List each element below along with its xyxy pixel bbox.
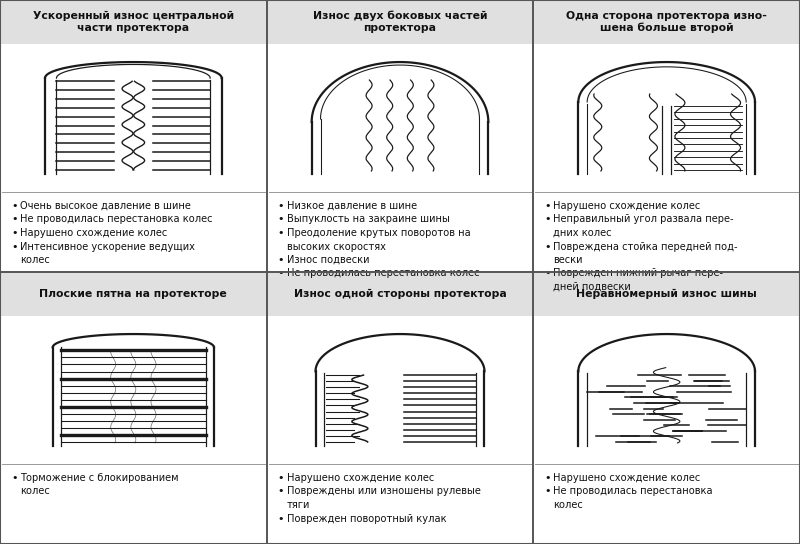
- Text: •: •: [544, 269, 551, 279]
- Text: •: •: [11, 214, 18, 225]
- Text: Поврежден нижний рычаг пере-: Поврежден нижний рычаг пере-: [554, 269, 723, 279]
- Bar: [0, 0, 266, 272]
- Text: Не проводилась перестановка колес: Не проводилась перестановка колес: [20, 214, 213, 225]
- Text: Выпуклость на закраине шины: Выпуклость на закраине шины: [286, 214, 450, 225]
- Text: Неправильный угол развала пере-: Неправильный угол развала пере-: [554, 214, 734, 225]
- Text: •: •: [278, 486, 284, 497]
- Bar: [0, 272, 266, 544]
- Text: вески: вески: [554, 255, 583, 265]
- Text: Износ одной стороны протектора: Износ одной стороны протектора: [294, 289, 506, 299]
- Bar: [1, 273, 266, 316]
- Text: дних колес: дних колес: [554, 228, 612, 238]
- Text: Поврежден поворотный кулак: Поврежден поворотный кулак: [286, 514, 446, 523]
- Text: Интенсивное ускорение ведущих: Интенсивное ускорение ведущих: [20, 242, 195, 251]
- Text: •: •: [544, 214, 551, 225]
- Bar: [1, 1, 266, 44]
- Text: •: •: [11, 228, 18, 238]
- Text: тяги: тяги: [286, 500, 310, 510]
- Text: •: •: [278, 255, 284, 265]
- Bar: [534, 273, 799, 316]
- Bar: [534, 1, 799, 44]
- Text: •: •: [544, 473, 551, 483]
- Text: Низкое давление в шине: Низкое давление в шине: [286, 201, 417, 211]
- Text: дней подвески: дней подвески: [554, 282, 631, 292]
- Text: •: •: [278, 269, 284, 279]
- Text: высоких скоростях: высоких скоростях: [286, 242, 386, 251]
- Text: •: •: [11, 473, 18, 483]
- Text: Износ двух боковых частей
протектора: Износ двух боковых частей протектора: [313, 11, 487, 33]
- Bar: [266, 0, 534, 272]
- Text: Торможение с блокированием: Торможение с блокированием: [20, 473, 178, 483]
- Text: Нарушено схождение колес: Нарушено схождение колес: [20, 228, 167, 238]
- Text: Нарушено схождение колес: Нарушено схождение колес: [554, 201, 701, 211]
- Text: Ускоренный износ центральной
части протектора: Ускоренный износ центральной части проте…: [33, 11, 234, 33]
- Text: колес: колес: [20, 486, 50, 497]
- Text: •: •: [278, 214, 284, 225]
- Text: Нарушено схождение колес: Нарушено схождение колес: [286, 473, 434, 483]
- Text: •: •: [278, 473, 284, 483]
- Text: •: •: [278, 201, 284, 211]
- Text: Повреждены или изношены рулевые: Повреждены или изношены рулевые: [286, 486, 481, 497]
- Text: Очень высокое давление в шине: Очень высокое давление в шине: [20, 201, 191, 211]
- Text: Износ подвески: Износ подвески: [286, 255, 369, 265]
- Text: колес: колес: [554, 500, 583, 510]
- Text: Повреждена стойка передней под-: Повреждена стойка передней под-: [554, 242, 738, 251]
- Bar: [534, 0, 800, 272]
- Text: Не проводилась перестановка: Не проводилась перестановка: [554, 486, 713, 497]
- Text: •: •: [544, 242, 551, 251]
- Text: •: •: [544, 201, 551, 211]
- Text: Плоские пятна на протекторе: Плоские пятна на протекторе: [39, 289, 227, 299]
- Text: •: •: [11, 201, 18, 211]
- Text: Преодоление крутых поворотов на: Преодоление крутых поворотов на: [286, 228, 470, 238]
- Bar: [267, 1, 533, 44]
- Text: •: •: [278, 514, 284, 523]
- Text: Неравномерный износ шины: Неравномерный износ шины: [576, 289, 757, 299]
- Text: Не проводилась перестановка колес: Не проводилась перестановка колес: [286, 269, 479, 279]
- Text: Одна сторона протектора изно-
шена больше второй: Одна сторона протектора изно- шена больш…: [566, 11, 767, 33]
- Text: •: •: [544, 486, 551, 497]
- Text: Нарушено схождение колес: Нарушено схождение колес: [554, 473, 701, 483]
- Text: •: •: [278, 228, 284, 238]
- Bar: [266, 272, 534, 544]
- Text: •: •: [11, 242, 18, 251]
- Bar: [267, 273, 533, 316]
- Bar: [534, 272, 800, 544]
- Text: колес: колес: [20, 255, 50, 265]
